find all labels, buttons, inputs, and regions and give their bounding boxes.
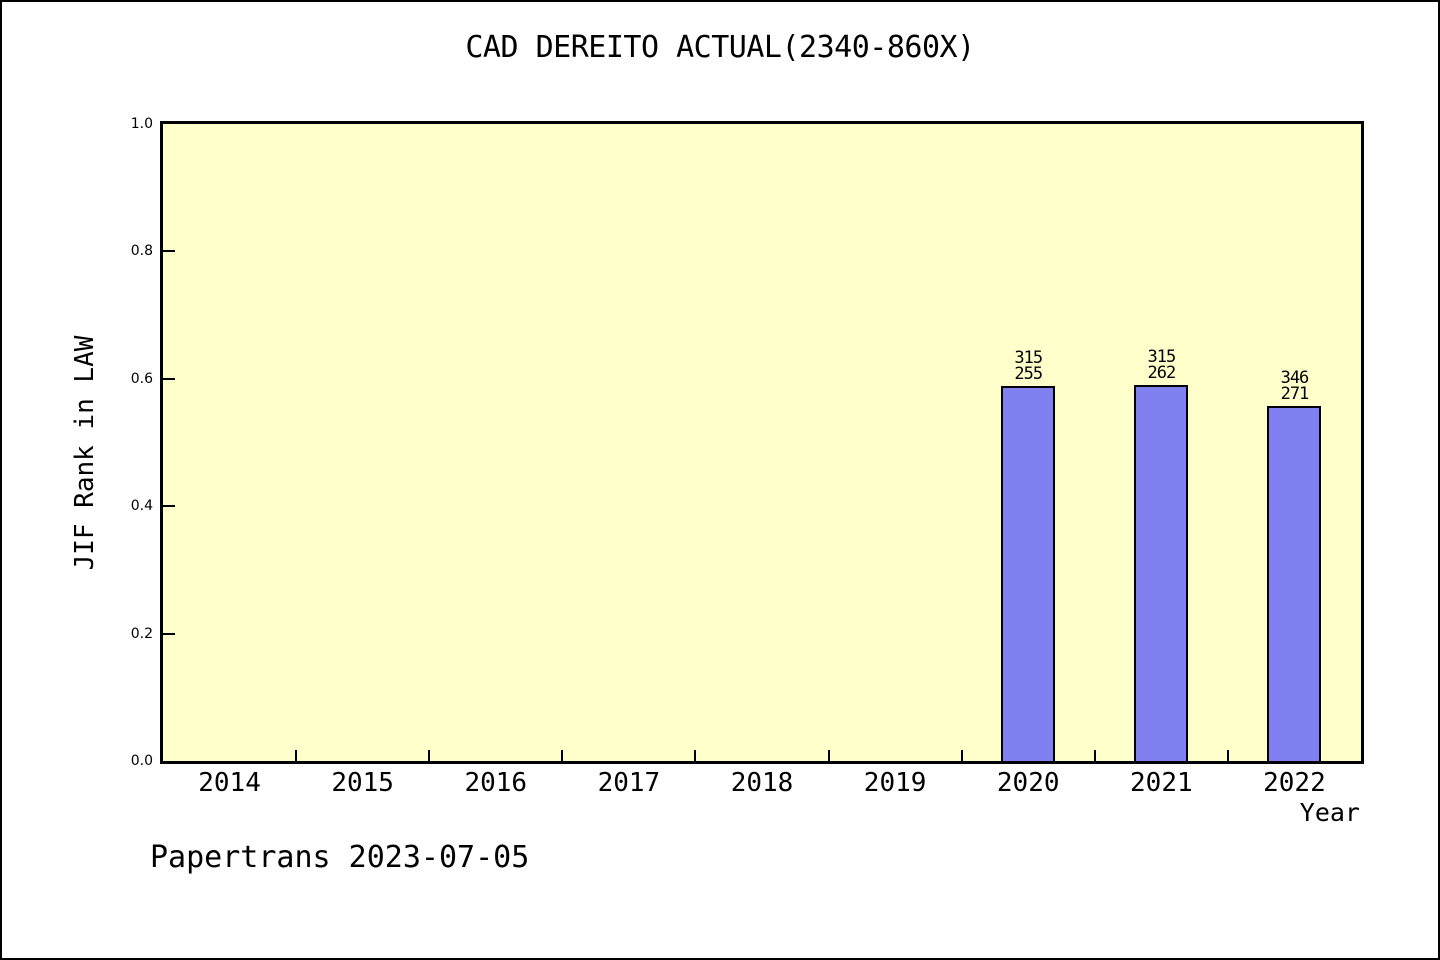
bar-annotation-top: 315 — [1147, 346, 1176, 367]
bar-annotation-2021: 315 262 — [1147, 346, 1176, 383]
x-tick-mark — [428, 750, 431, 761]
x-tick-mark — [295, 750, 298, 761]
bar-annotation-2022: 346 271 — [1280, 368, 1310, 405]
watermark-text: Papertrans 2023-07-05 — [150, 840, 530, 875]
bar-annotation-bottom: 255 — [1014, 363, 1043, 384]
y-axis-label: JIF Rank in LAW — [70, 335, 100, 571]
x-tick-mark — [694, 750, 697, 761]
y-tick-label: 0.2 — [130, 625, 153, 642]
y-tick-label: 0.0 — [130, 753, 153, 769]
x-category-label-2019: 2019 — [863, 768, 927, 798]
y-tick-label: 0.8 — [130, 243, 153, 260]
x-tick-mark — [1093, 750, 1096, 761]
y-tick-mark — [163, 250, 175, 253]
y-tick-label: 0.4 — [130, 498, 153, 515]
x-tick-mark — [1226, 750, 1229, 761]
x-axis-label: Year — [1299, 798, 1360, 827]
x-tick-mark — [960, 750, 963, 761]
x-category-label-2022: 2022 — [1263, 768, 1326, 798]
x-category-label-2020: 2020 — [996, 768, 1060, 798]
y-tick-mark — [163, 377, 175, 380]
y-tick-mark — [163, 632, 175, 635]
x-category-label-2021: 2021 — [1130, 768, 1193, 798]
x-category-label-2017: 2017 — [597, 768, 661, 798]
x-category-label-2015: 2015 — [331, 768, 394, 798]
bar-annotation-top: 346 — [1280, 368, 1310, 389]
plot-area: 315 255 315 262 346 271 — [160, 121, 1364, 764]
y-tick-label: 0.6 — [130, 370, 153, 387]
bar-annotation-top: 315 — [1014, 347, 1043, 368]
y-tick-label: 1.0 — [130, 116, 153, 132]
x-category-label-2016: 2016 — [464, 768, 528, 798]
bar-annotation-bottom: 262 — [1147, 362, 1176, 383]
bar-annotation-2020: 315 255 — [1014, 347, 1043, 384]
bar-annotation-bottom: 271 — [1280, 384, 1310, 405]
bar-2021 — [1134, 384, 1189, 761]
y-tick-mark — [163, 505, 175, 508]
bar-2020 — [1001, 385, 1056, 761]
bar-2022 — [1267, 406, 1322, 761]
x-tick-mark — [827, 750, 830, 761]
chart-title: CAD DEREITO ACTUAL(2340-860X) — [465, 30, 975, 65]
x-tick-mark — [561, 750, 564, 761]
x-category-label-2018: 2018 — [730, 768, 794, 798]
x-category-label-2014: 2014 — [198, 768, 261, 798]
